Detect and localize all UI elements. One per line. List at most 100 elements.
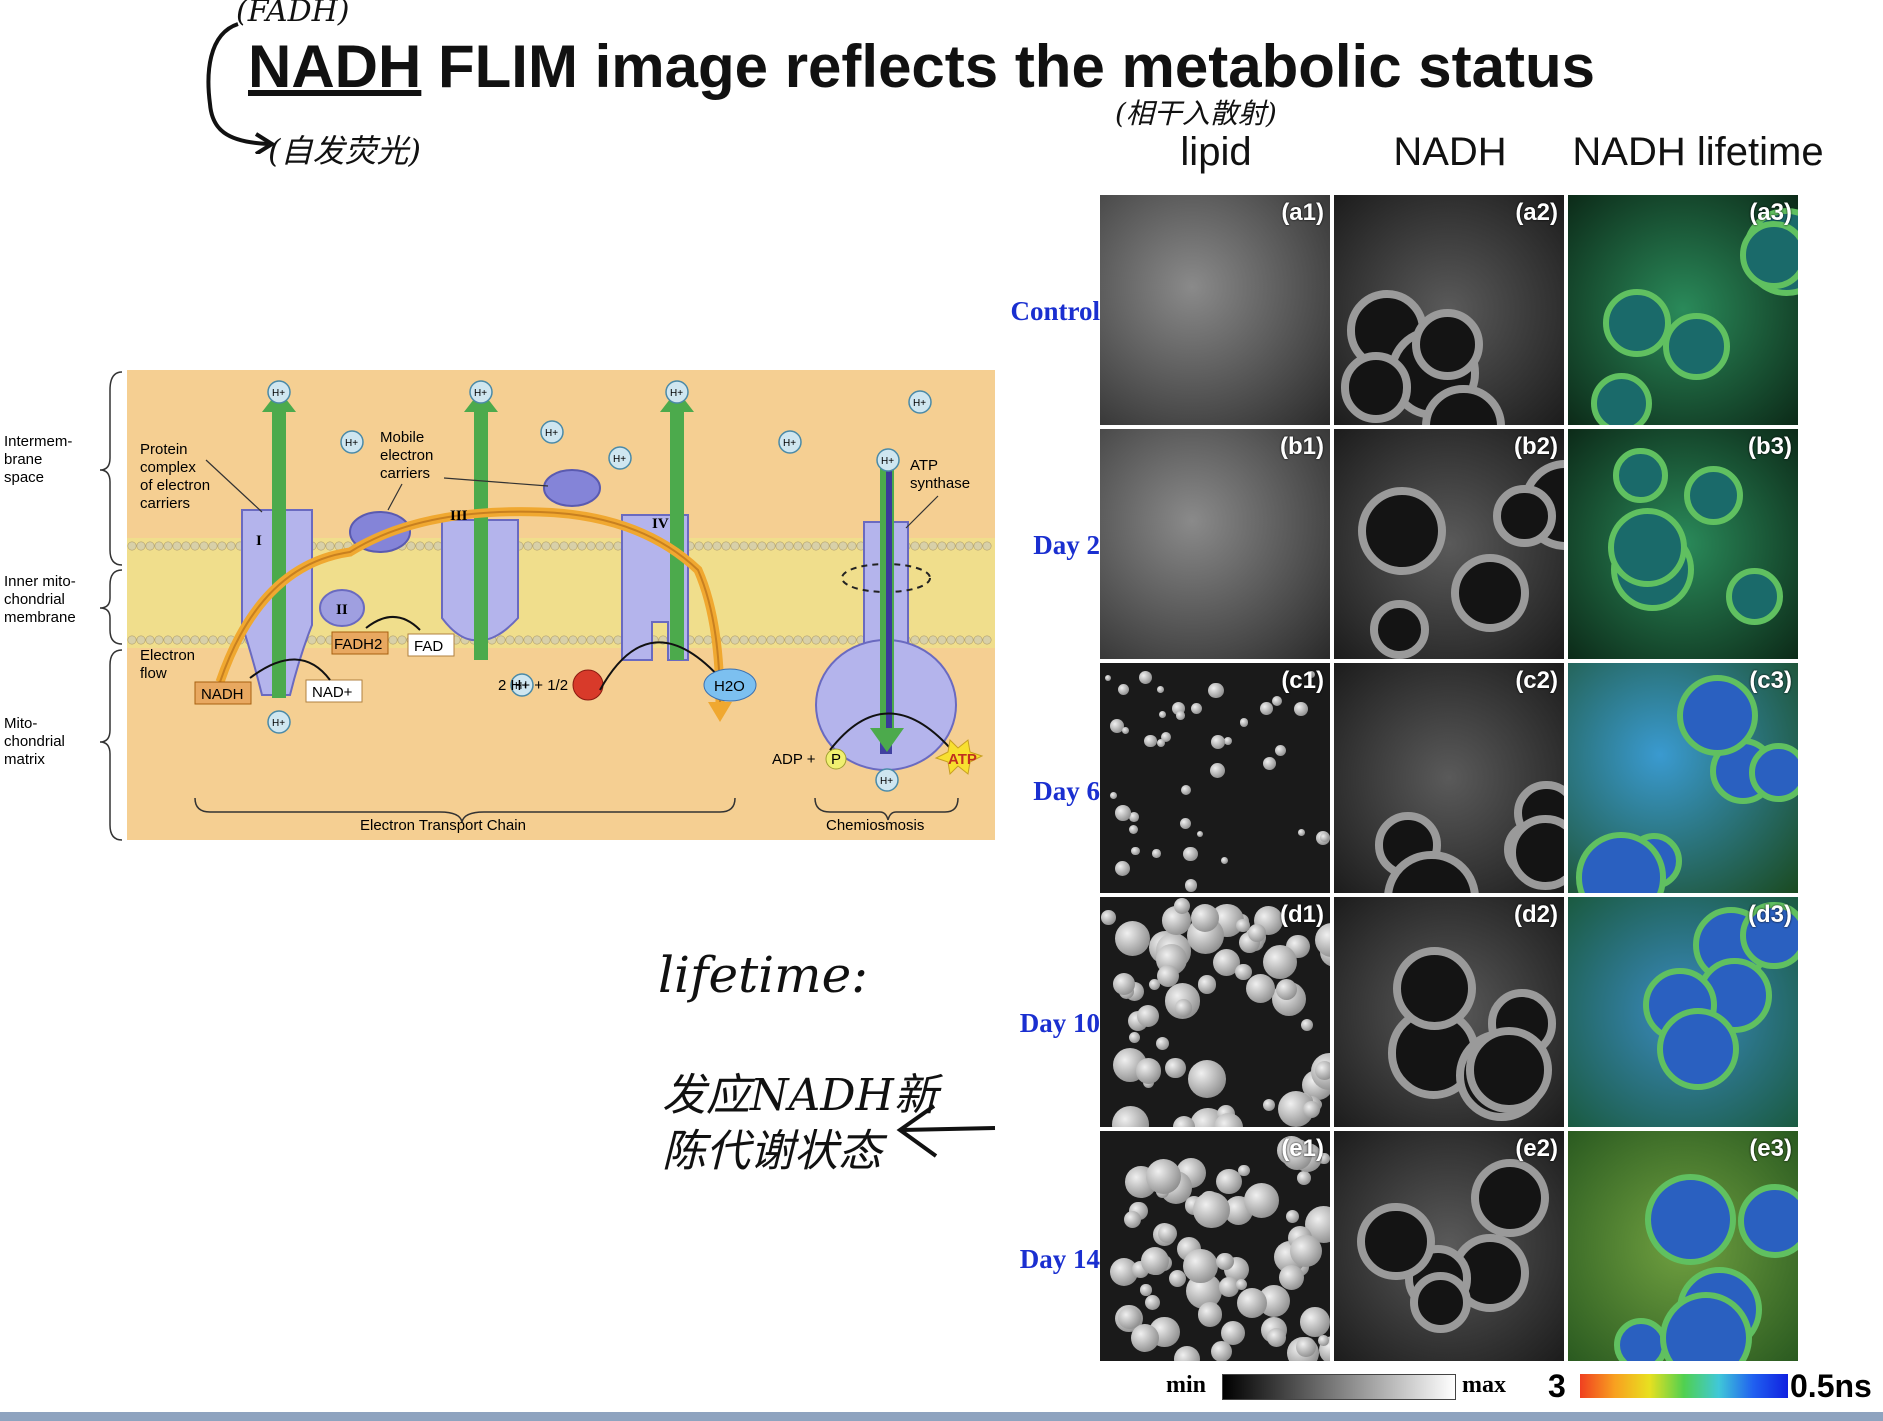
row-label-day14: Day 14 — [1019, 1244, 1100, 1274]
proton-marker-label: H+ — [345, 438, 358, 449]
tile-label: (c2) — [1515, 667, 1558, 694]
micrograph-grid: (a1) (a2) (a3) (b1) (b2) (b3) (c1) (c2) (c3) (d1)… — [1100, 195, 1800, 1363]
label-complex-ii: II — [336, 602, 348, 618]
micrograph-tile: (d2) — [1334, 897, 1564, 1127]
gray-scale-min: min — [1166, 1372, 1207, 1398]
label-complex-iv: IV — [652, 516, 669, 532]
fadh2-box — [331, 631, 389, 655]
fad-label: FAD — [414, 638, 443, 655]
label-complex-i: I — [256, 533, 262, 549]
proton-marker — [908, 390, 932, 414]
micrograph-tile: (d3) — [1568, 897, 1798, 1127]
micrograph-tile: (e1) — [1100, 1131, 1330, 1361]
gray-scale-max: max — [1462, 1372, 1506, 1398]
mobile-carrier-cyt-c — [543, 469, 601, 507]
label-etc: Electron Transport Chain — [360, 817, 526, 834]
row-label-day6: Day 6 — [1033, 776, 1100, 806]
complex-ii — [319, 589, 365, 627]
proton-marker-label: H+ — [272, 388, 285, 399]
proton-marker-label: H+ — [670, 388, 683, 399]
micrograph-tile: (a3) — [1568, 195, 1798, 425]
label-atp-synthase: ATP synthase — [910, 457, 970, 492]
proton-marker-label: H+ — [613, 454, 626, 465]
annotation-bracket — [206, 22, 276, 154]
proton-marker-label: H+ — [783, 438, 796, 449]
proton-marker-label: H+ — [545, 428, 558, 439]
atp-label: ATP — [948, 751, 977, 768]
annotation-fadh: (FADH) — [236, 0, 350, 29]
micrograph-tile: (c3) — [1568, 663, 1798, 893]
tile-label: (a3) — [1749, 199, 1792, 226]
annotation-lifetime: lifetime: — [658, 946, 869, 1004]
proton-marker — [267, 380, 291, 404]
nadh-box — [194, 681, 252, 705]
proton-marker — [778, 430, 802, 454]
label-protein-complex: Protein complex of electron carriers — [140, 441, 210, 512]
micrograph-tile: (b1) — [1100, 429, 1330, 659]
nad-label: NAD+ — [312, 684, 353, 701]
color-scale-bar — [1580, 1374, 1788, 1398]
annotation-note-line1: 发应NADH新 — [662, 1070, 938, 1121]
tile-label: (d3) — [1748, 901, 1792, 928]
water-label: H2O — [714, 678, 745, 695]
column-header-nadh: NADH — [1393, 130, 1507, 174]
column-header-lipid: lipid — [1180, 130, 1252, 174]
annotation-note-line2: 陈代谢状态 — [662, 1126, 882, 1177]
tile-label: (c1) — [1281, 667, 1324, 694]
tile-label: (e3) — [1749, 1135, 1792, 1162]
tile-label: (e2) — [1515, 1135, 1558, 1162]
title-rest: FLIM image reflects the metabolic status — [421, 33, 1595, 100]
adp-label: ADP + — [772, 751, 816, 768]
proton-marker — [510, 673, 534, 697]
proton-marker-label: H+ — [913, 398, 926, 409]
row-label-day10: Day 10 — [1019, 1008, 1100, 1038]
proton-marker — [876, 448, 900, 472]
label-chemiosmosis: Chemiosmosis — [826, 817, 924, 834]
tile-label: (b2) — [1514, 433, 1558, 460]
fadh2-label: FADH2 — [334, 636, 382, 653]
proton-marker-label: H+ — [881, 456, 894, 467]
slide-bottom-bar — [0, 1412, 1883, 1421]
micrograph-tile: (b3) — [1568, 429, 1798, 659]
row-label-day2: Day 2 — [1033, 530, 1100, 560]
proton-markers: H+ H+ H+ H+ H+ H+ H+ H+ H+ H+ H+ H+ — [267, 380, 932, 792]
annotation-note: 发应NADH新 陈代谢状态 — [662, 1068, 938, 1180]
micrograph-tile: (e3) — [1568, 1131, 1798, 1361]
label-electron-flow: Electron flow — [140, 647, 195, 682]
micrograph-tile: (c2) — [1334, 663, 1564, 893]
annotation-autofluor: (自发荧光) — [268, 132, 421, 170]
column-header-nadh-lifetime: NADH lifetime — [1572, 130, 1824, 174]
proton-marker — [608, 446, 632, 470]
atp-burst — [934, 738, 984, 776]
proton-marker-label: H+ — [515, 681, 528, 692]
tile-label: (d1) — [1280, 901, 1324, 928]
annotation-scatter: (相干入散射) — [1115, 97, 1277, 130]
proton-marker — [665, 380, 689, 404]
proton-marker — [875, 768, 899, 792]
tile-label: (d2) — [1514, 901, 1558, 928]
proton-marker-label: H+ — [880, 776, 893, 787]
proton-marker — [540, 420, 564, 444]
slide-title: NADH FLIM image reflects the metabolic s… — [248, 32, 1595, 101]
region-label-inner-membrane: Inner mito-chondrial membrane — [4, 573, 76, 626]
etc-diagram: Intermem-brane space Inner mito-chondrial… — [4, 370, 995, 841]
micrograph-tile: (a1) — [1100, 195, 1330, 425]
micrograph-tile: (e2) — [1334, 1131, 1564, 1361]
proton-marker — [267, 710, 291, 734]
region-label-matrix: Mito-chondrial matrix — [4, 715, 65, 768]
annotation-arrow — [896, 1104, 996, 1158]
phosphate-label: P — [831, 751, 841, 768]
oxygen-equation: 2 H+ + 1/2 O2 — [498, 677, 592, 694]
nadh-label: NADH — [201, 686, 244, 703]
micrograph-tile: (c1) — [1100, 663, 1330, 893]
proton-marker-label: H+ — [474, 388, 487, 399]
fad-box — [407, 633, 455, 657]
micrograph-tile: (a2) — [1334, 195, 1564, 425]
water-molecule — [703, 668, 757, 702]
label-complex-iii: III — [450, 508, 468, 524]
row-label-control: Control — [1010, 296, 1100, 326]
tile-label: (a2) — [1515, 199, 1558, 226]
gray-scale-bar — [1222, 1374, 1456, 1400]
micrograph-tile: (b2) — [1334, 429, 1564, 659]
proton-marker — [469, 380, 493, 404]
